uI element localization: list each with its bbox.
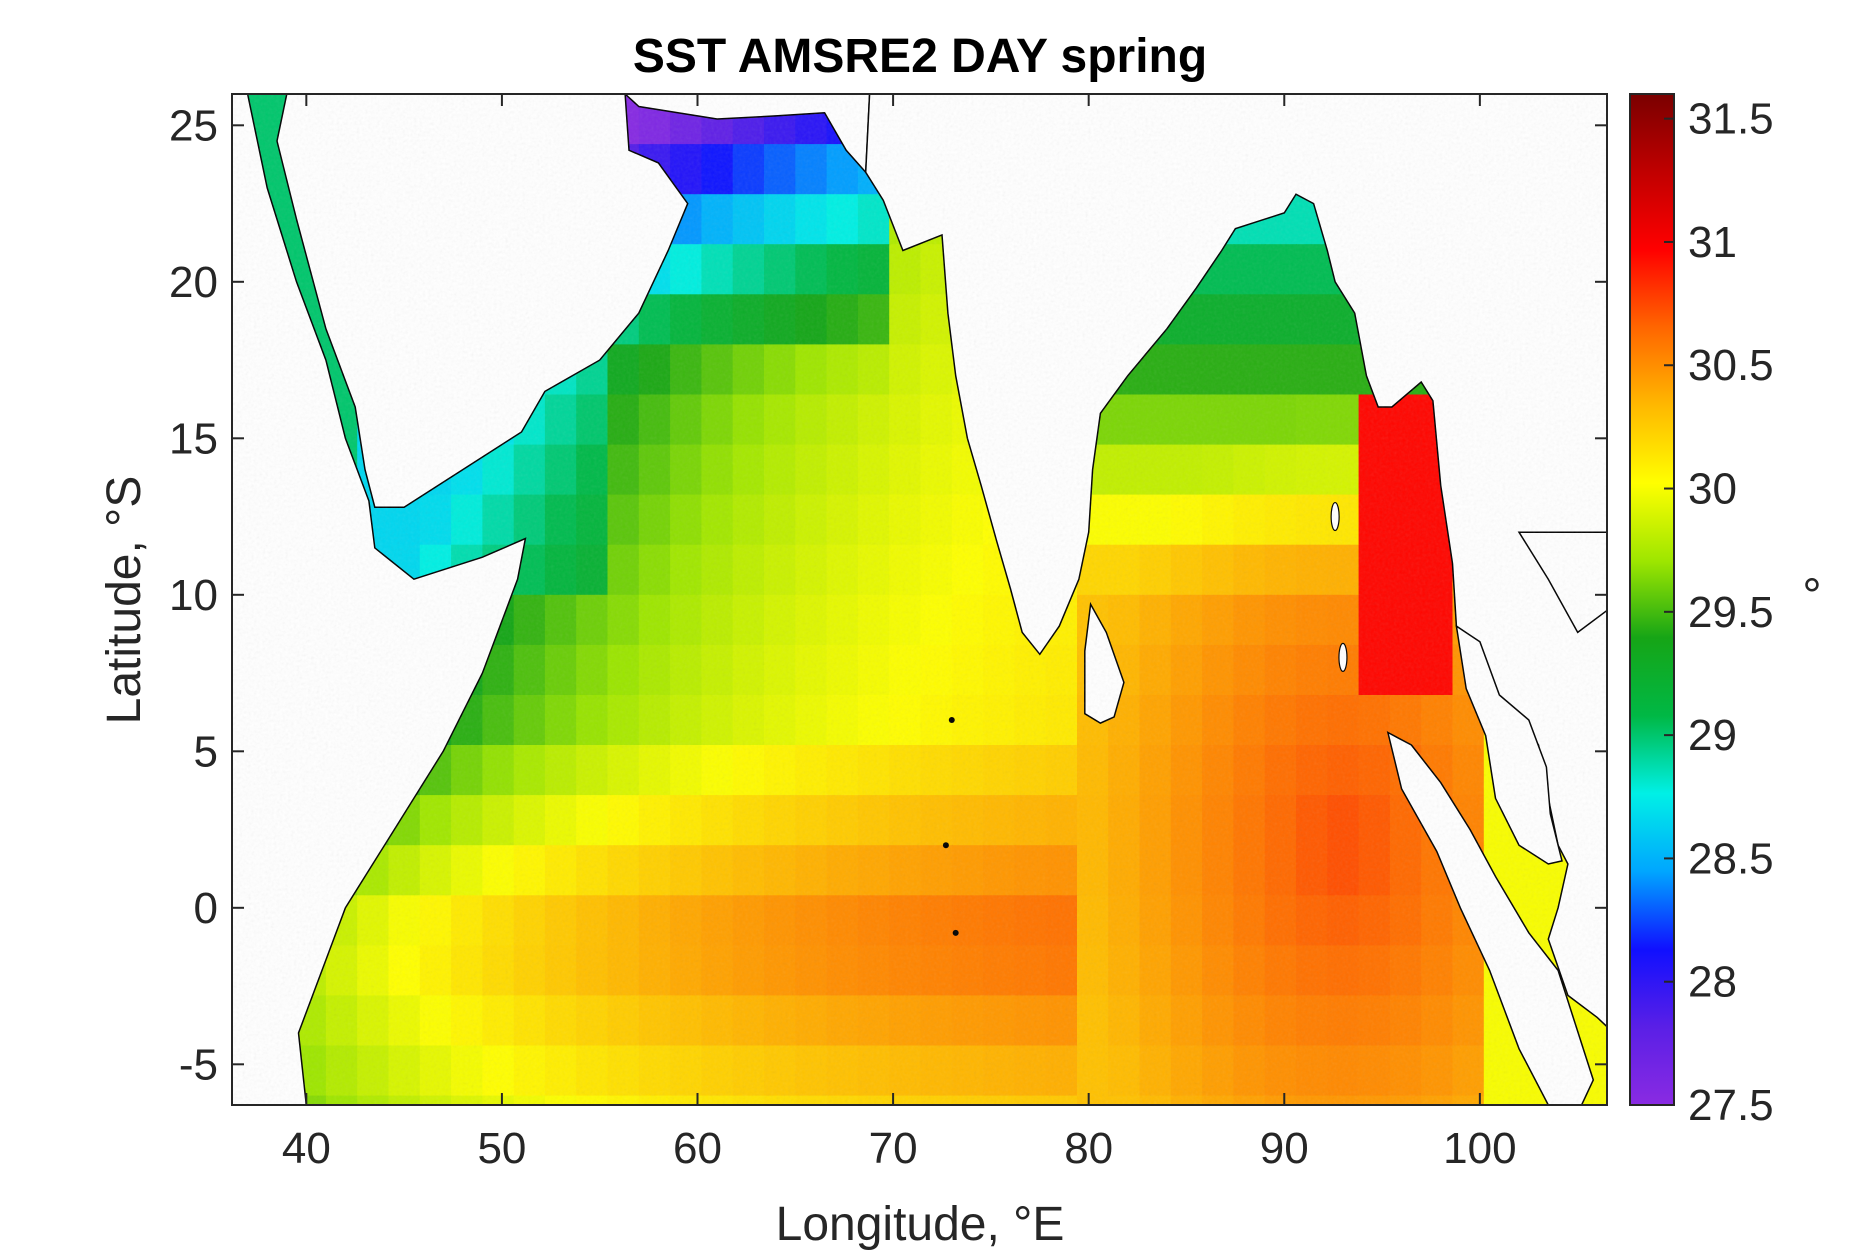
colorbar-ticks: 27.5 28 28.5 29 29.5 30 30.5 31 31.5 [1664, 95, 1774, 1130]
y-tick-label: 25 [169, 101, 218, 150]
plot-frame [231, 93, 1608, 1106]
colorbar-tick-label: 30.5 [1688, 341, 1774, 390]
y-tick-label: 20 [169, 258, 218, 307]
noise-texture [232, 94, 1607, 1105]
y-tick-label: 5 [194, 727, 218, 776]
colorbar-tick-label: 27.5 [1688, 1081, 1774, 1130]
colorbar-tick-label: 30 [1688, 465, 1737, 514]
x-tick-label: 100 [1443, 1124, 1516, 1173]
y-tick-label: 0 [194, 884, 218, 933]
y-tick-label: 15 [169, 414, 218, 463]
x-tick-label: 70 [869, 1124, 918, 1173]
x-tick-label: 80 [1064, 1124, 1113, 1173]
colorbar-tick-label: 29.5 [1688, 588, 1774, 637]
colorbar-tick-label: 31 [1688, 218, 1737, 267]
colorbar-tick-label: 31.5 [1688, 95, 1774, 144]
chart-title: SST AMSRE2 DAY spring [633, 30, 1207, 83]
x-tick-label: 40 [282, 1124, 331, 1173]
colorbar-label: ° [1802, 570, 1821, 623]
x-tick-label: 60 [673, 1124, 722, 1173]
y-axis-label: Latitude, °S [98, 476, 151, 725]
y-tick-label: -5 [179, 1040, 218, 1089]
colorbar-tick-label: 28 [1688, 958, 1737, 1007]
colorbar-tick-label: 29 [1688, 711, 1737, 760]
colorbar [1629, 93, 1675, 1106]
x-axis-label: Longitude, °E [776, 1198, 1065, 1250]
plot-area [232, 94, 1607, 1105]
y-tick-label: 10 [169, 571, 218, 620]
y-axis: -5 0 5 10 15 20 25 [169, 101, 1607, 1089]
x-axis: 40 50 60 70 80 90 100 [282, 94, 1517, 1173]
x-tick-label: 50 [477, 1124, 526, 1173]
x-tick-label: 90 [1260, 1124, 1309, 1173]
colorbar-tick-label: 28.5 [1688, 834, 1774, 883]
